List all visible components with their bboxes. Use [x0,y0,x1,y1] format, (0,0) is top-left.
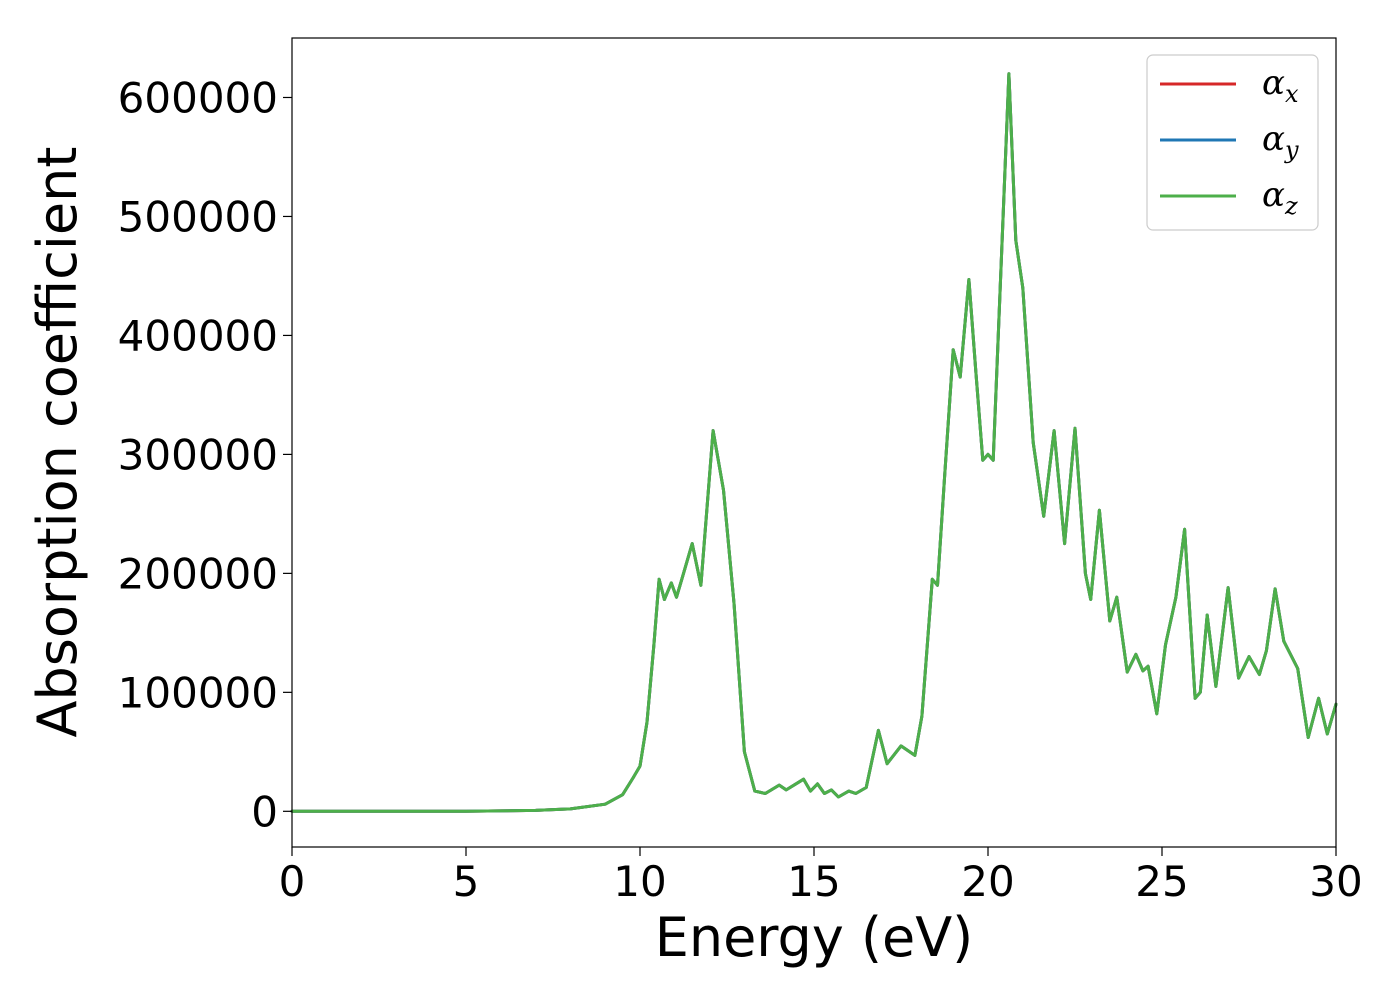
series-line-z [290,72,1338,813]
x-tick-label: 0 [279,857,306,906]
legend-label-z: αz [1262,175,1298,220]
x-axis: 0 5 10 15 20 25 30 [279,847,1363,906]
y-axis-label: Absorption coefficient [26,147,89,738]
y-axis: 0 100000 200000 300000 400000 500000 600000 [118,73,292,836]
x-tick-label: 25 [1135,857,1188,906]
y-tick-label: 400000 [118,311,278,360]
y-tick-label: 100000 [118,668,278,717]
y-tick-label: 500000 [118,192,278,241]
y-tick-label: 200000 [118,549,278,598]
y-tick-label: 300000 [118,430,278,479]
y-tick-label: 0 [251,787,278,836]
x-tick-label: 15 [787,857,840,906]
x-tick-label: 20 [961,857,1014,906]
x-axis-label: Energy (eV) [655,906,974,969]
x-tick-label: 5 [453,857,480,906]
legend-label-y: αy [1262,119,1299,164]
x-tick-label: 10 [613,857,666,906]
x-tick-label: 30 [1309,857,1362,906]
legend-box [1146,54,1319,231]
legend-label-x: αx [1262,63,1299,108]
legend: αx αy αz [1146,54,1319,231]
series-lines [290,72,1338,813]
y-tick-label: 600000 [118,73,278,122]
